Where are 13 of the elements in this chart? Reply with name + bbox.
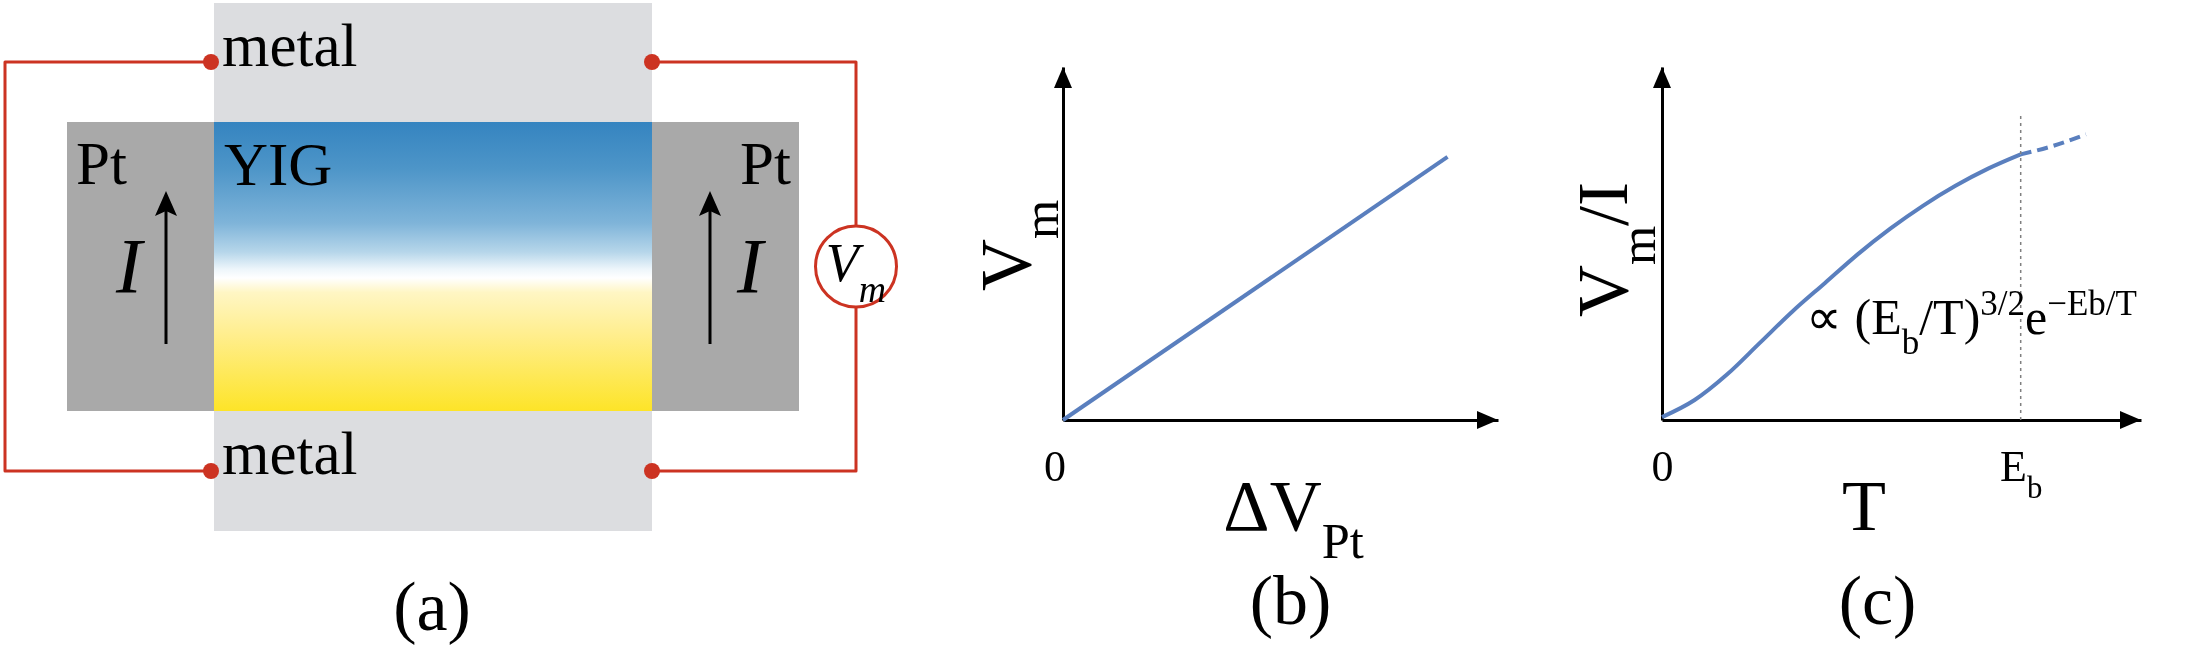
annotation: ∝ (E$_{b}$/T)$^{3/2}$e$^{−Eb/T}$ xyxy=(1806,283,2137,362)
text: (c) xyxy=(1838,562,1917,639)
text: I xyxy=(115,222,147,309)
text: metal xyxy=(222,420,358,487)
text: metal xyxy=(222,12,358,79)
text: (a) xyxy=(393,568,471,645)
x-axis-title: T xyxy=(1842,465,1886,546)
x-tick-label: E$_{b}$ xyxy=(2000,441,2043,505)
text: Pt xyxy=(740,130,791,197)
text: YIG xyxy=(224,131,333,198)
annotation: V$_{m}$ xyxy=(825,233,887,310)
text: Pt xyxy=(76,130,127,197)
text: I xyxy=(736,222,768,309)
